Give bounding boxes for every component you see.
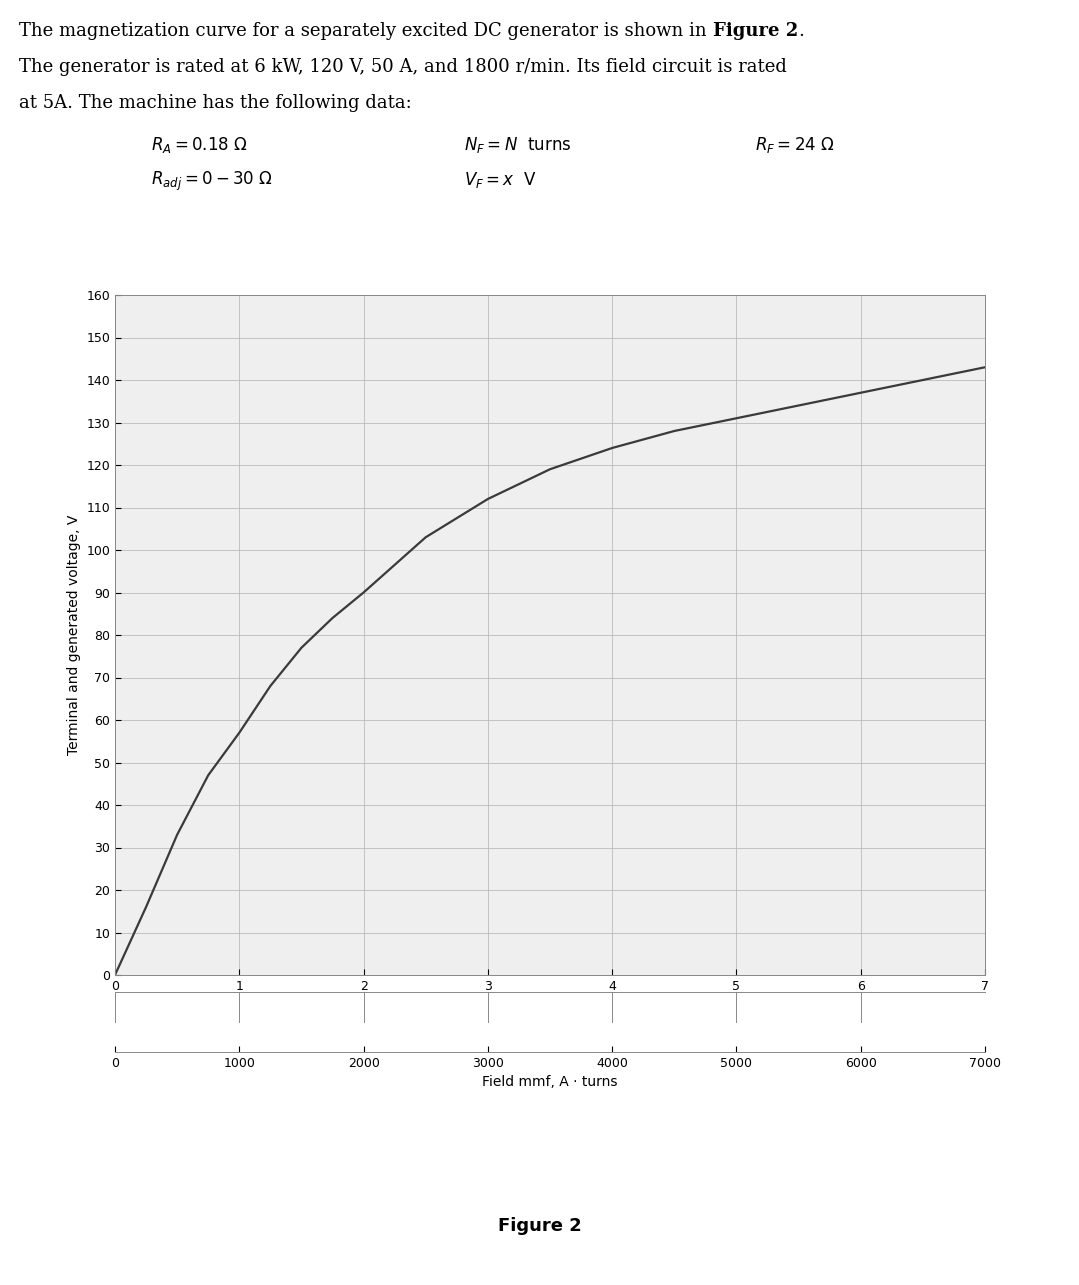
- Text: The generator is rated at 6 kW, 120 V, 50 A, and 1800 r/min. Its field circuit i: The generator is rated at 6 kW, 120 V, 5…: [19, 58, 788, 76]
- Text: $R_A = 0.18\ \Omega$: $R_A = 0.18\ \Omega$: [151, 135, 248, 155]
- Text: at 5A. The machine has the following data:: at 5A. The machine has the following dat…: [19, 94, 412, 112]
- X-axis label: Shunt field current, A: Shunt field current, A: [476, 998, 624, 1013]
- Text: $R_F = 24\ \Omega$: $R_F = 24\ \Omega$: [755, 135, 835, 155]
- X-axis label: Field mmf, A · turns: Field mmf, A · turns: [482, 1076, 618, 1090]
- Text: $N_F = N\ \mathrm{\ turns}$: $N_F = N\ \mathrm{\ turns}$: [464, 135, 572, 155]
- Y-axis label: Terminal and generated voltage, V: Terminal and generated voltage, V: [67, 515, 81, 756]
- Text: $R_{adj} = 0 - 30\ \Omega$: $R_{adj} = 0 - 30\ \Omega$: [151, 170, 273, 193]
- Text: $V_F = x\ \mathrm{\ V}$: $V_F = x\ \mathrm{\ V}$: [464, 170, 537, 190]
- Text: .: .: [798, 22, 804, 40]
- Text: Figure 2: Figure 2: [497, 1217, 582, 1235]
- Text: The magnetization curve for a separately excited DC generator is shown in: The magnetization curve for a separately…: [19, 22, 713, 40]
- Text: Figure 2: Figure 2: [713, 22, 798, 40]
